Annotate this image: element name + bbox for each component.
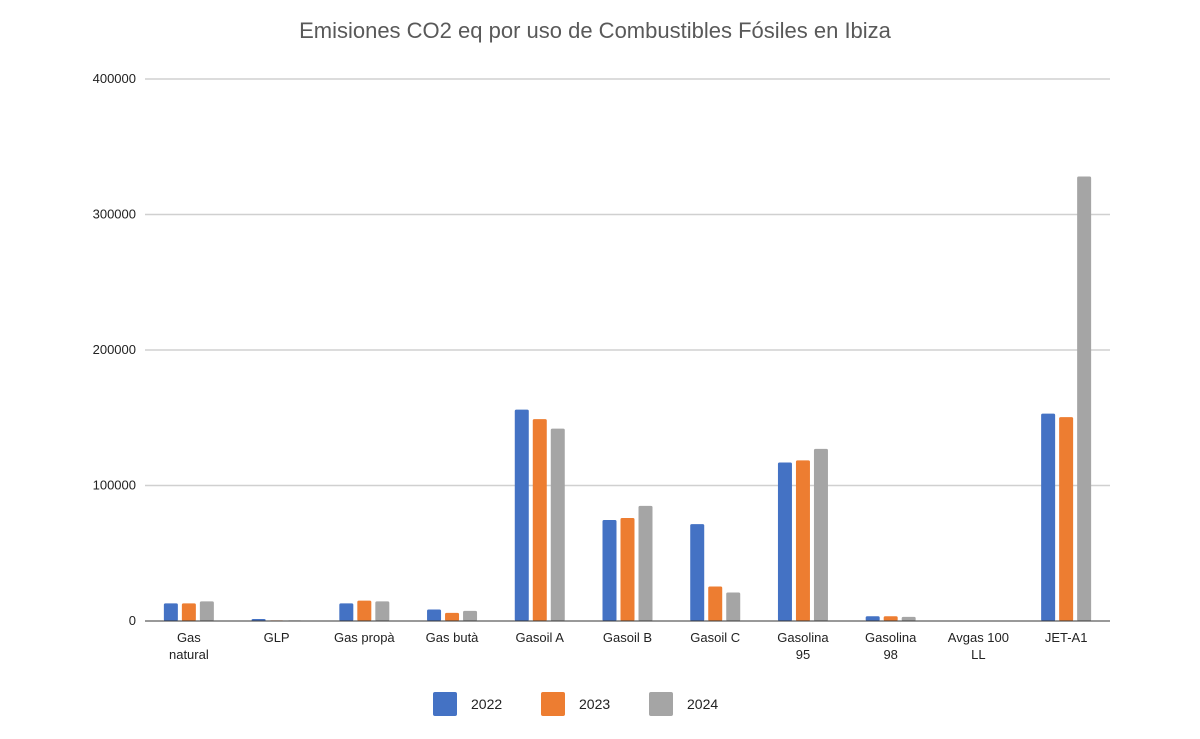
legend-swatch-2023: [541, 692, 565, 716]
y-tick-label: 100000: [93, 478, 136, 493]
bar-2024: [550, 428, 565, 621]
bar-2023: [620, 518, 635, 621]
legend-swatch-2024: [649, 692, 673, 716]
x-tick-label: Gas natural: [169, 630, 209, 662]
bar-2023: [795, 460, 810, 621]
bars: [163, 176, 1092, 621]
bar-2024: [375, 601, 390, 621]
bar-2022: [514, 409, 529, 621]
y-tick-label: 300000: [93, 207, 136, 222]
bar-2024: [1077, 176, 1092, 621]
bar-2024: [813, 448, 828, 621]
chart-title: Emisiones CO2 eq por uso de Combustibles…: [299, 18, 892, 43]
bar-2022: [690, 524, 705, 621]
x-tick-label: JET-A1: [1045, 630, 1088, 645]
x-tick-label: Gasoil B: [603, 630, 652, 645]
bar-2023: [357, 600, 372, 621]
bar-2022: [427, 609, 442, 621]
bar-2022: [339, 603, 354, 621]
bar-2024: [463, 610, 478, 621]
legend-swatch-2022: [433, 692, 457, 716]
y-axis-ticks: 0 100000 200000 300000 400000: [93, 71, 136, 628]
bar-2023: [532, 419, 547, 621]
x-tick-label: Gasoil A: [516, 630, 565, 645]
legend-label-2023: 2023: [579, 696, 610, 712]
bar-2023: [708, 586, 723, 621]
y-tick-label: 400000: [93, 71, 136, 86]
gridlines: [145, 78, 1110, 487]
bar-2023: [181, 603, 196, 621]
bar-2022: [602, 520, 617, 621]
bar-2023: [883, 616, 898, 621]
x-tick-label: Gas propà: [334, 630, 395, 645]
bar-2022: [251, 618, 266, 621]
x-tick-label: Gas butà: [426, 630, 480, 645]
x-tick-label: GLP: [264, 630, 290, 645]
legend-label-2024: 2024: [687, 696, 718, 712]
bar-2024: [726, 592, 741, 621]
bar-2022: [1041, 413, 1056, 621]
y-tick-label: 0: [129, 613, 136, 628]
x-tick-label: Gasolina 98: [865, 630, 917, 662]
x-tick-label: Avgas 100 LL: [948, 630, 1009, 662]
y-tick-label: 200000: [93, 342, 136, 357]
bar-2022: [163, 603, 178, 621]
bar-2024: [199, 601, 214, 621]
bar-2022: [777, 462, 792, 621]
bar-2023: [1059, 417, 1074, 621]
bar-2022: [865, 616, 880, 621]
legend: 2022 2023 2024: [433, 692, 718, 716]
x-tick-label: Gasolina 95: [777, 630, 829, 662]
x-axis-ticks: Gas natural GLP Gas propà Gas butà Gasoil A Ga…: [169, 630, 1087, 662]
bar-2023: [445, 612, 460, 621]
bar-2024: [638, 505, 653, 621]
bar-2024: [901, 616, 916, 621]
x-tick-label: Gasoil C: [690, 630, 740, 645]
legend-label-2022: 2022: [471, 696, 502, 712]
